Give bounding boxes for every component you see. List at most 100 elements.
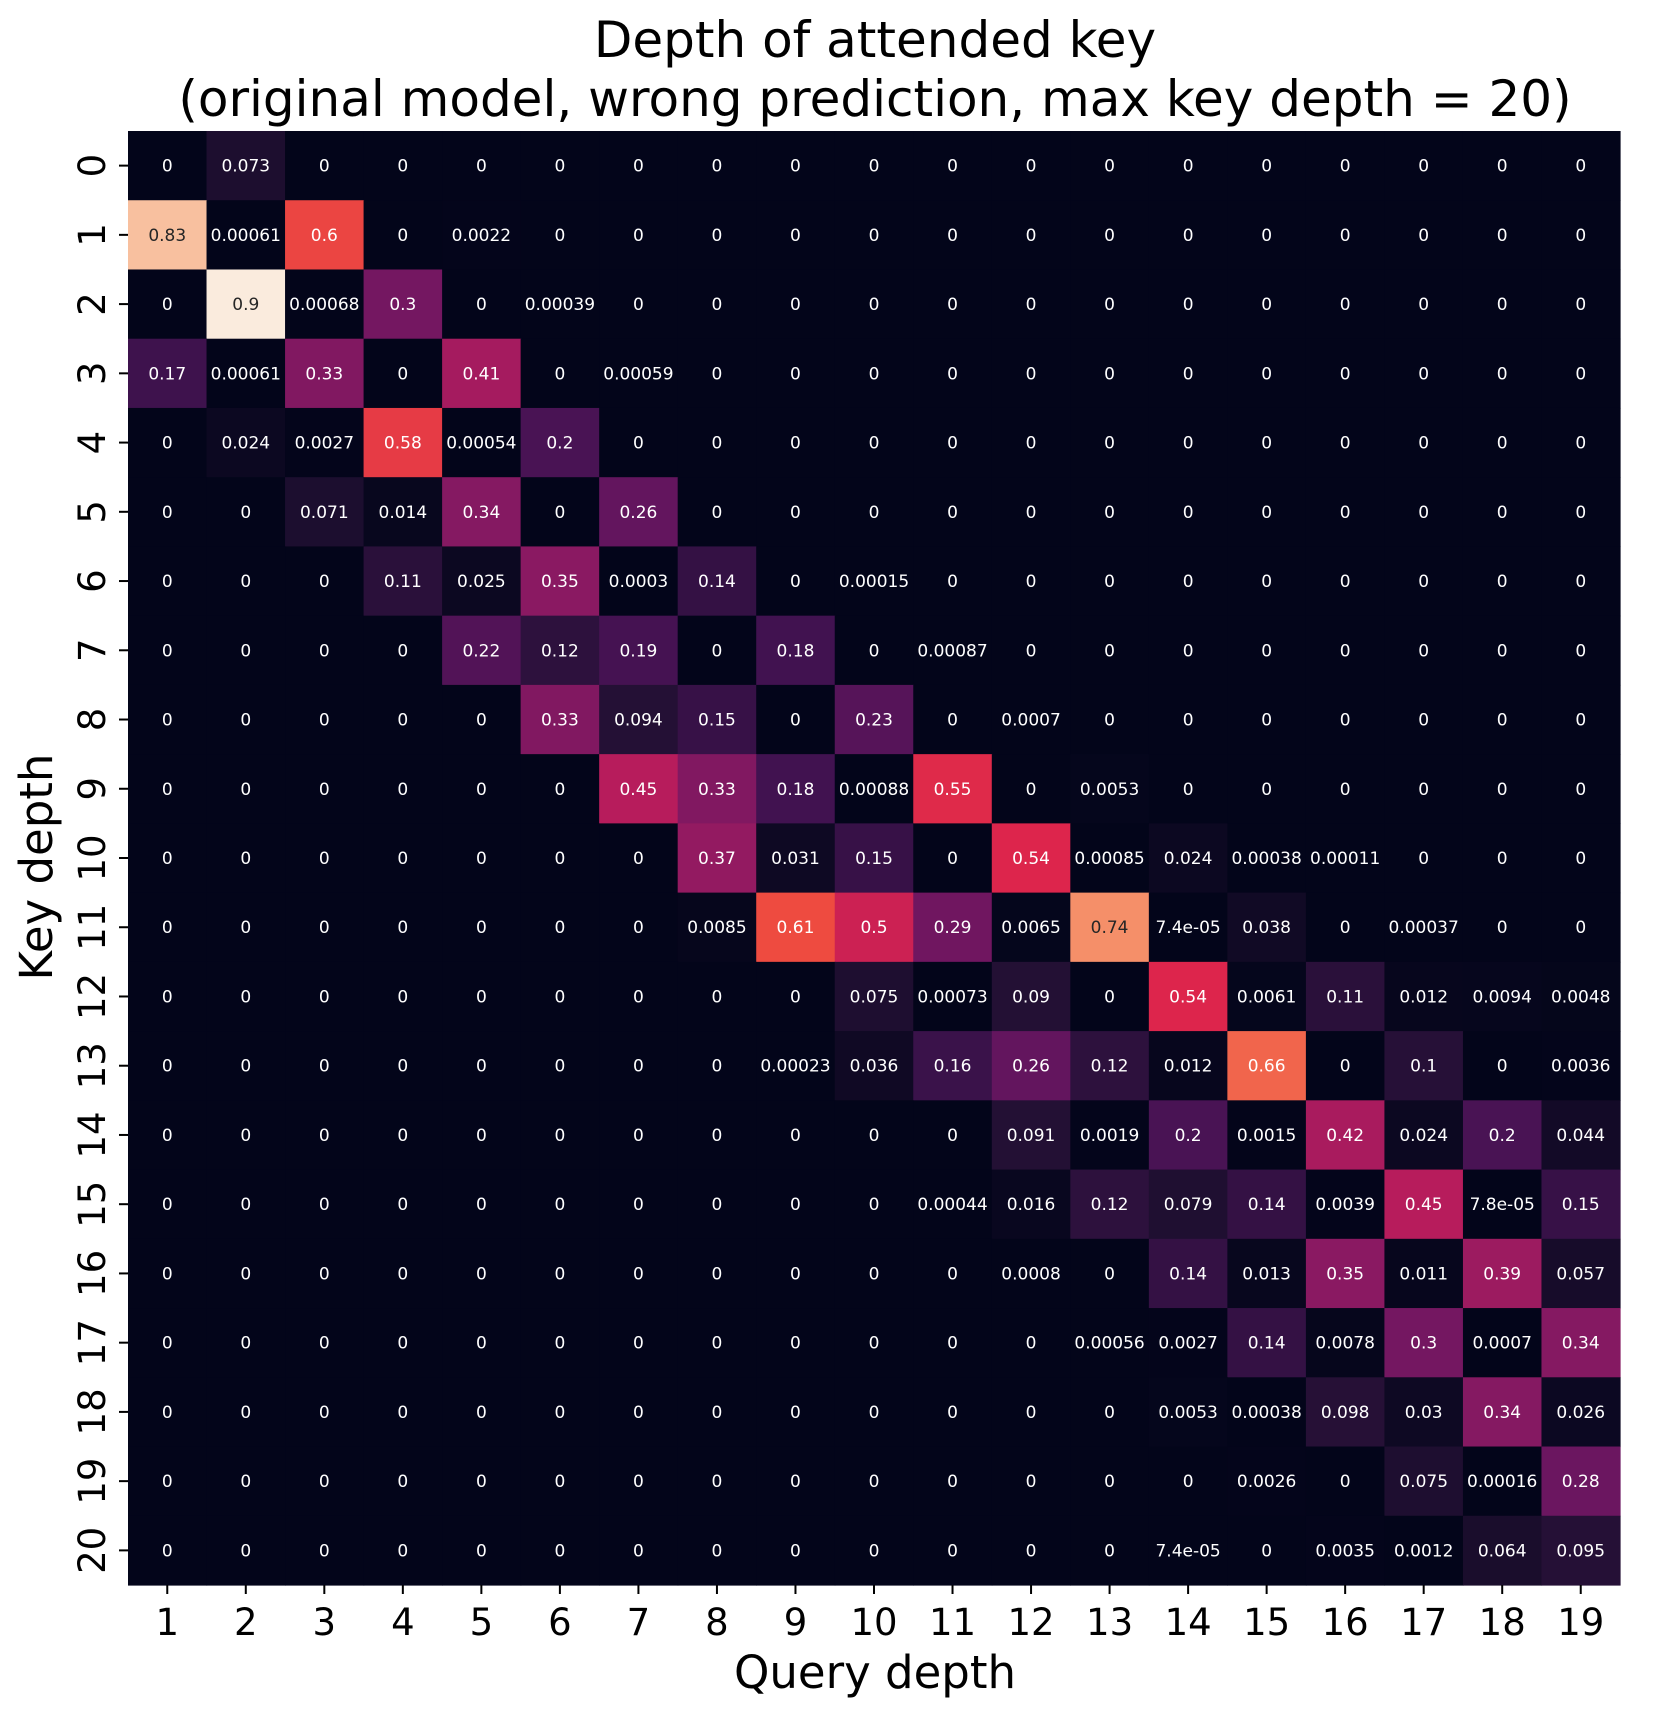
heatmap-cell-r19-c13: [1148, 1446, 1228, 1517]
cell-value-label-r19-c3: 0: [397, 1472, 408, 1492]
cell-value-label-r6-c3: 0.11: [384, 572, 422, 592]
cell-value-label-r3-c13: 0: [1183, 364, 1194, 384]
heatmap-cell-r10-c4: [442, 823, 522, 894]
cell-value-label-r15-c8: 0: [790, 1195, 801, 1215]
cell-value-label-r16-c4: 0: [476, 1264, 487, 1284]
cell-value-label-r20-c16: 0.0012: [1394, 1541, 1453, 1561]
cell-value-label-r9-c10: 0.55: [934, 780, 972, 800]
heatmap-cell-r7-c5: [520, 615, 600, 686]
heatmap-cell-r14-c9: [834, 1100, 914, 1171]
cell-value-label-r3-c8: 0: [790, 364, 801, 384]
heatmap-cell-r0-c1: [206, 131, 286, 201]
y-tick-label-13: 13: [71, 1042, 114, 1089]
y-tick-label-20: 20: [71, 1527, 114, 1574]
heatmap-cell-r11-c9: [834, 892, 914, 963]
cell-value-label-r20-c1: 0: [240, 1541, 251, 1561]
cell-value-label-r16-c11: 0.0008: [1001, 1264, 1060, 1284]
heatmap-cell-r7-c12: [1070, 615, 1150, 686]
heatmap-cell-r15-c2: [285, 1169, 365, 1240]
heatmap-cell-r8-c8: [756, 684, 836, 755]
x-tick-label-1: 1: [155, 1601, 179, 1644]
cell-value-label-r13-c6: 0: [633, 1057, 644, 1077]
heatmap-cell-r6-c9: [834, 546, 914, 617]
cell-value-label-r14-c13: 0.2: [1175, 1126, 1202, 1146]
heatmap-cell-r12-c5: [520, 961, 600, 1032]
cell-value-label-r14-c3: 0: [397, 1126, 408, 1146]
heatmap-cell-r14-c18: [1541, 1100, 1621, 1171]
heatmap-cell-r9-c6: [599, 754, 679, 824]
cell-value-label-r18-c17: 0.34: [1483, 1403, 1521, 1423]
cell-value-label-r13-c4: 0: [476, 1057, 487, 1077]
cell-value-label-r17-c1: 0: [240, 1334, 251, 1354]
heatmap-cell-r11-c5: [520, 892, 600, 963]
heatmap-cell-r18-c5: [520, 1377, 600, 1448]
heatmap-cell-r5-c9: [834, 477, 914, 548]
heatmap-cell-r15-c3: [363, 1169, 443, 1240]
heatmap-cell-r12-c10: [913, 961, 993, 1032]
cell-value-label-r11-c5: 0: [554, 918, 565, 938]
cell-value-label-r20-c2: 0: [319, 1541, 330, 1561]
cell-value-label-r1-c17: 0: [1497, 226, 1508, 246]
cell-value-label-r1-c18: 0: [1575, 226, 1586, 246]
heatmap-cell-r20-c15: [1305, 1515, 1386, 1586]
heatmap-cell-r4-c16: [1384, 407, 1464, 478]
cell-value-label-r12-c11: 0.09: [1012, 987, 1050, 1007]
cell-value-label-r16-c17: 0.39: [1483, 1264, 1521, 1284]
cell-value-label-r14-c10: 0: [947, 1126, 958, 1146]
heatmap-cell-r0-c0: [128, 131, 208, 201]
cell-value-label-r11-c6: 0: [633, 918, 644, 938]
heatmap-cell-r8-c0: [128, 684, 208, 755]
heatmap-cell-r17-c16: [1384, 1308, 1464, 1378]
heatmap-cell-r10-c7: [677, 823, 757, 894]
heatmap-cell-r2-c2: [285, 269, 365, 340]
cell-value-label-r12-c8: 0: [790, 987, 801, 1007]
heatmap-cell-r16-c3: [363, 1238, 443, 1309]
heatmap-cell-r8-c10: [913, 684, 993, 755]
heatmap-cell-r6-c5: [520, 546, 600, 617]
cell-value-label-r7-c11: 0: [1026, 641, 1037, 661]
cell-value-label-r13-c1: 0: [240, 1057, 251, 1077]
heatmap-cell-r13-c5: [520, 1031, 600, 1101]
cell-value-label-r11-c0: 0: [162, 918, 173, 938]
heatmap-cell-r1-c13: [1148, 200, 1228, 271]
heatmap-cell-r19-c14: [1227, 1446, 1307, 1517]
heatmap-cell-r19-c1: [206, 1446, 286, 1517]
cell-value-label-r10-c6: 0: [633, 849, 644, 869]
cell-value-label-r16-c9: 0: [869, 1264, 880, 1284]
heatmap-cell-r20-c1: [206, 1515, 286, 1586]
heatmap-cell-r14-c11: [991, 1100, 1071, 1171]
x-tick-label-10: 10: [850, 1601, 897, 1644]
cell-value-label-r11-c9: 0.5: [860, 918, 887, 938]
cell-value-label-r18-c8: 0: [790, 1403, 801, 1423]
cell-value-label-r13-c8: 0.00023: [760, 1057, 830, 1077]
cell-value-label-r17-c9: 0: [869, 1334, 880, 1354]
heatmap-cell-r15-c0: [128, 1169, 208, 1240]
heatmap-cell-r8-c17: [1462, 684, 1543, 755]
heatmap-cell-r9-c12: [1070, 754, 1150, 824]
y-axis-label: Key depth: [10, 754, 63, 981]
cell-value-label-r18-c7: 0: [712, 1403, 723, 1423]
heatmap-cell-r10-c16: [1384, 823, 1464, 894]
heatmap-cell-r17-c10: [913, 1308, 993, 1378]
heatmap-cell-r5-c8: [756, 477, 836, 548]
cell-value-label-r15-c18: 0.15: [1562, 1195, 1600, 1215]
cell-value-label-r8-c12: 0: [1104, 711, 1115, 731]
cell-value-label-r7-c6: 0.19: [619, 641, 657, 661]
cell-value-label-r11-c11: 0.0065: [1001, 918, 1060, 938]
cell-value-label-r14-c8: 0: [790, 1126, 801, 1146]
cell-value-label-r17-c14: 0.14: [1248, 1334, 1286, 1354]
heatmap-cell-r18-c12: [1070, 1377, 1150, 1448]
heatmap-cell-r18-c3: [363, 1377, 443, 1448]
heatmap-cell-r19-c11: [991, 1446, 1071, 1517]
heatmap-cell-r19-c8: [756, 1446, 836, 1517]
cell-value-label-r16-c0: 0: [162, 1264, 173, 1284]
heatmap-cell-r4-c14: [1227, 407, 1307, 478]
cell-value-label-r0-c1: 0.073: [221, 157, 270, 177]
cell-value-label-r15-c1: 0: [240, 1195, 251, 1215]
heatmap-cell-r14-c15: [1305, 1100, 1386, 1171]
cell-value-label-r17-c3: 0: [397, 1334, 408, 1354]
heatmap-cell-r6-c0: [128, 546, 208, 617]
cell-value-label-r12-c10: 0.00073: [917, 987, 987, 1007]
cell-value-label-r19-c16: 0.075: [1399, 1472, 1448, 1492]
